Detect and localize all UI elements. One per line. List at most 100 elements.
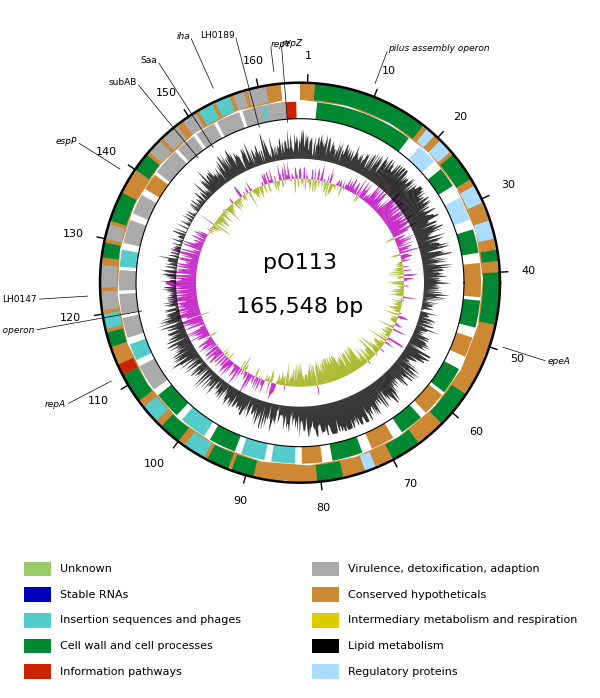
Polygon shape [253, 156, 257, 167]
Polygon shape [172, 312, 200, 320]
Polygon shape [341, 400, 352, 429]
Polygon shape [292, 173, 293, 179]
Polygon shape [276, 102, 296, 120]
Polygon shape [188, 320, 203, 327]
Polygon shape [263, 185, 268, 193]
Polygon shape [296, 377, 297, 387]
Polygon shape [236, 373, 250, 398]
Polygon shape [167, 259, 178, 262]
Polygon shape [302, 179, 304, 187]
Polygon shape [243, 142, 254, 168]
Polygon shape [270, 383, 274, 395]
Polygon shape [230, 206, 236, 214]
Polygon shape [318, 168, 320, 180]
Polygon shape [169, 332, 187, 341]
Polygon shape [422, 300, 429, 301]
Polygon shape [162, 288, 176, 290]
Polygon shape [295, 407, 296, 428]
Polygon shape [269, 84, 281, 102]
Polygon shape [346, 348, 359, 369]
Text: Information pathways: Information pathways [60, 667, 182, 676]
Polygon shape [290, 373, 292, 386]
Polygon shape [181, 279, 196, 280]
Polygon shape [175, 342, 191, 352]
Polygon shape [419, 243, 440, 249]
Bar [24, 664, 51, 679]
Polygon shape [216, 161, 230, 181]
Polygon shape [408, 343, 420, 350]
Polygon shape [398, 358, 419, 375]
Polygon shape [218, 218, 227, 225]
Polygon shape [365, 192, 371, 202]
Polygon shape [205, 367, 210, 371]
Polygon shape [163, 287, 176, 288]
Polygon shape [250, 161, 253, 168]
Polygon shape [106, 329, 127, 348]
Polygon shape [415, 328, 427, 332]
Polygon shape [265, 403, 269, 419]
Polygon shape [269, 153, 272, 162]
Polygon shape [190, 363, 206, 376]
Polygon shape [167, 325, 184, 331]
Polygon shape [167, 297, 197, 302]
Polygon shape [334, 185, 336, 190]
Polygon shape [358, 154, 368, 173]
Polygon shape [391, 224, 407, 233]
Polygon shape [385, 373, 398, 387]
Polygon shape [204, 343, 215, 351]
Polygon shape [360, 336, 378, 352]
Polygon shape [421, 252, 435, 255]
Polygon shape [377, 165, 394, 186]
Polygon shape [105, 224, 125, 242]
Polygon shape [233, 364, 236, 369]
Polygon shape [389, 254, 400, 258]
Polygon shape [178, 269, 197, 272]
Polygon shape [238, 394, 245, 407]
Polygon shape [283, 375, 284, 385]
Polygon shape [313, 406, 317, 437]
Polygon shape [197, 170, 217, 191]
Polygon shape [211, 352, 223, 362]
Polygon shape [197, 202, 203, 207]
Polygon shape [196, 124, 222, 148]
Polygon shape [331, 356, 341, 378]
Polygon shape [213, 172, 224, 185]
Polygon shape [328, 403, 335, 434]
Polygon shape [171, 324, 183, 328]
Polygon shape [287, 174, 288, 179]
Polygon shape [325, 182, 329, 197]
Polygon shape [205, 348, 220, 361]
Polygon shape [272, 156, 274, 162]
Polygon shape [333, 149, 337, 163]
Polygon shape [149, 140, 172, 163]
Polygon shape [269, 136, 275, 161]
Polygon shape [317, 168, 320, 180]
Polygon shape [379, 171, 391, 187]
Polygon shape [176, 336, 188, 341]
Polygon shape [234, 202, 243, 212]
Polygon shape [218, 158, 233, 179]
Polygon shape [346, 398, 356, 424]
Polygon shape [170, 315, 181, 318]
Polygon shape [159, 322, 183, 331]
Polygon shape [305, 179, 307, 191]
Text: 50: 50 [510, 354, 524, 364]
Polygon shape [400, 254, 409, 256]
Polygon shape [227, 207, 241, 222]
Polygon shape [347, 397, 359, 425]
Polygon shape [338, 401, 347, 431]
Polygon shape [187, 211, 195, 217]
Polygon shape [304, 166, 305, 179]
Polygon shape [175, 306, 178, 307]
Polygon shape [411, 338, 429, 348]
Polygon shape [254, 151, 260, 165]
Polygon shape [300, 407, 301, 438]
Polygon shape [286, 142, 288, 159]
Polygon shape [170, 295, 197, 299]
Polygon shape [213, 172, 223, 186]
Polygon shape [175, 343, 192, 354]
Polygon shape [240, 149, 250, 170]
Polygon shape [244, 165, 247, 171]
Polygon shape [397, 359, 419, 379]
Polygon shape [289, 378, 290, 386]
